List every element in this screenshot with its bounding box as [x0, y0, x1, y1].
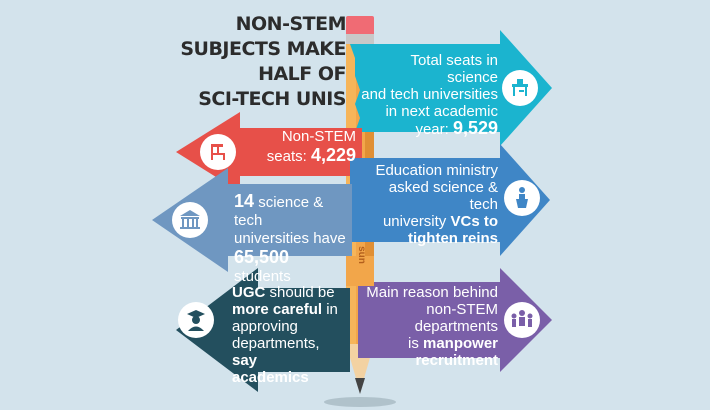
title-line-1: NON-STEM — [235, 13, 347, 35]
people-group-icon — [504, 302, 540, 338]
ministry-line-1: Education ministry — [375, 162, 498, 179]
podium-speaker-icon — [504, 180, 540, 216]
arrow-total-seats-text: Total seats in science and tech universi… — [360, 52, 498, 138]
infographic-title: NON-STEM SUBJECTS MAKE HALF OF SCI-TECH … — [150, 12, 346, 112]
ministry-line-3: university VCs to — [382, 213, 498, 230]
ugc-line-5: academics — [232, 369, 309, 386]
ministry-line-2: asked science & tech — [388, 179, 498, 213]
ugc-line-1: UGC should be — [232, 284, 335, 301]
total-seats-line-2: and tech universities — [361, 86, 498, 103]
arrow-fourteen-universities-text: 14 science & tech universities have 65,5… — [234, 192, 348, 286]
graduate-icon — [178, 302, 214, 338]
arrow-ugc-text: UGC should be more careful in approving … — [232, 284, 348, 386]
title-line-3: HALF OF — [258, 63, 346, 85]
total-seats-line-3: in next academic — [385, 103, 498, 120]
non-stem-line-1: Non-STEM — [281, 128, 356, 145]
university-building-icon — [172, 202, 208, 238]
pencil-brand-label: sun — [356, 246, 366, 264]
universities-line-3: 65,500 students — [234, 247, 291, 285]
universities-line-1: 14 science & tech — [234, 191, 324, 229]
non-stem-line-2: seats: 4,229 — [266, 145, 356, 165]
reason-line-4: recruitment — [415, 352, 498, 369]
total-seats-line-1: Total seats in science — [410, 52, 498, 86]
ugc-line-3: approving — [232, 318, 298, 335]
pencil-lead — [355, 378, 365, 394]
svg-text:sun: sun — [356, 246, 366, 264]
pencil-ferrule — [346, 34, 374, 44]
ministry-line-4: tighten reins — [407, 230, 498, 247]
arrow-total-seats — [350, 30, 552, 146]
reason-line-3: is manpower — [407, 335, 498, 352]
title-line-4: SCI-TECH UNIS — [198, 88, 346, 110]
arrow-ugc-careful — [176, 268, 350, 392]
ugc-line-2: more careful in — [232, 301, 338, 318]
arrow-education-ministry-text: Education ministry asked science & tech … — [360, 162, 498, 247]
reason-line-2: non-STEM departments — [414, 301, 498, 335]
arrow-non-stem-text: Non-STEM seats: 4,229 — [244, 128, 356, 166]
arrow-education-ministry — [350, 144, 550, 256]
arrow-fourteen-universities — [152, 168, 352, 272]
pencil-barrel-overlay — [346, 256, 374, 286]
pencil-eraser — [346, 16, 374, 36]
total-seats-line-4: year: 9,529 — [415, 118, 498, 138]
arrow-main-reason — [358, 268, 552, 372]
pencil-shadow — [324, 397, 396, 407]
title-line-2: SUBJECTS MAKE — [180, 38, 346, 60]
chair-icon — [200, 134, 236, 170]
desk-chair-icon — [502, 70, 538, 106]
reason-line-1: Main reason behind — [366, 284, 498, 301]
arrow-main-reason-text: Main reason behind non-STEM departments … — [360, 284, 498, 369]
universities-line-2: universities have — [234, 230, 346, 247]
ugc-line-4: departments, say — [232, 335, 320, 369]
